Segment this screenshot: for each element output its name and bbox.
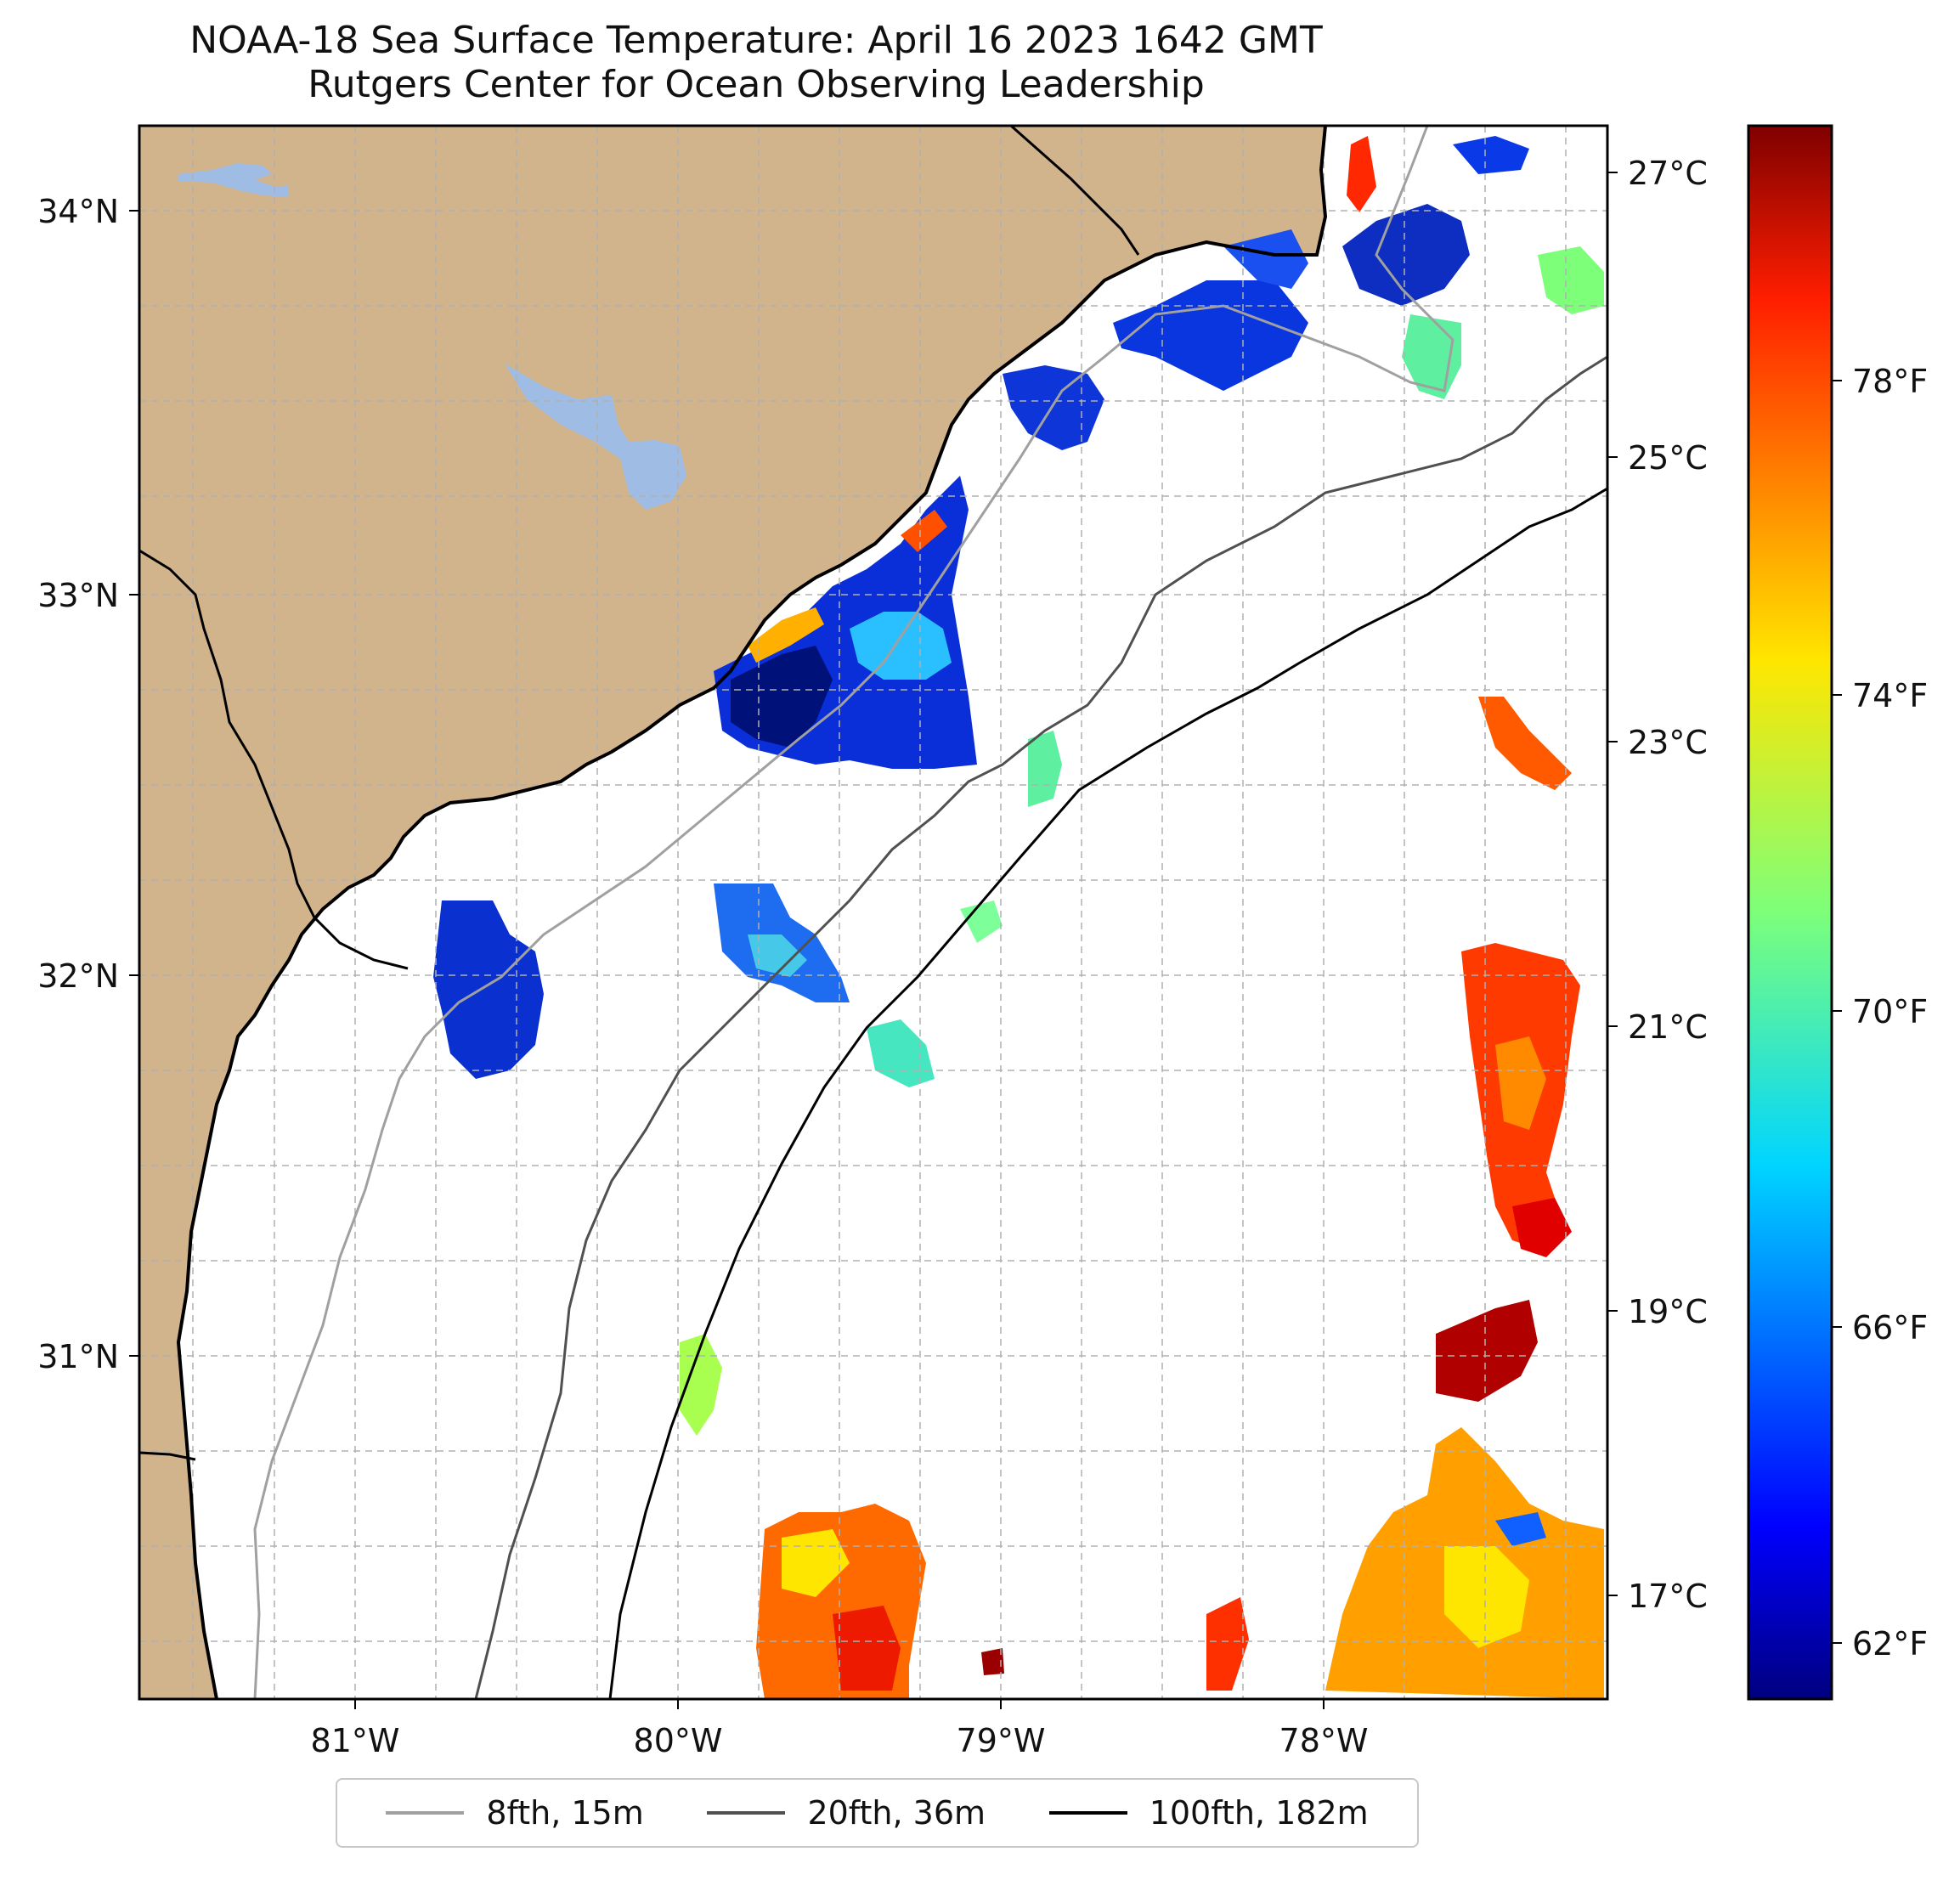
- map-title: NOAA-18 Sea Surface Temperature: April 1…: [189, 19, 1323, 62]
- map-area: [139, 126, 1607, 1699]
- sst-region-south-small-red: [1206, 1597, 1249, 1691]
- legend-swatch-8fth: [386, 1811, 465, 1815]
- colorbar: [1747, 124, 1833, 1701]
- lat-label-33n: 33°N: [37, 577, 119, 614]
- legend-swatch-100fth: [1048, 1811, 1127, 1815]
- sst-region-beaufort: [433, 900, 544, 1079]
- sst-warm-patches: [748, 136, 1604, 1699]
- lat-label-31n: 31°N: [37, 1338, 119, 1375]
- isobath-8fth: [253, 126, 1454, 1699]
- lon-label-79w: 79°W: [957, 1722, 1046, 1759]
- celsius-label-27: 27°C: [1628, 155, 1708, 192]
- celsius-label-25: 25°C: [1628, 439, 1708, 477]
- isobath-20fth: [474, 355, 1607, 1699]
- legend-item-100fth: 100fth, 182m: [1048, 1794, 1369, 1832]
- sst-region-shelf-green: [960, 900, 1003, 943]
- sst-region-cape-fear: [1223, 229, 1308, 289]
- celsius-label-21: 21°C: [1628, 1008, 1708, 1046]
- map-frame: [138, 124, 1609, 1701]
- sst-region-charleston-edge: [850, 612, 952, 680]
- fahrenheit-label-70: 70°F: [1852, 993, 1928, 1030]
- sst-region-southeast-blue-streak: [1495, 1512, 1546, 1546]
- sst-region-myrtle: [1003, 365, 1104, 450]
- lat-label-34n: 34°N: [37, 193, 119, 230]
- fahrenheit-label-78: 78°F: [1852, 363, 1928, 400]
- celsius-label-23: 23°C: [1628, 724, 1708, 761]
- legend-label-100fth: 100fth, 182m: [1149, 1794, 1369, 1832]
- sst-region-south-mid: [867, 1019, 935, 1087]
- sst-region-northeast: [1342, 204, 1470, 306]
- celsius-label-17: 17°C: [1628, 1578, 1708, 1615]
- sst-region-georgetown-north: [1113, 280, 1308, 391]
- state-boundary-sc-ga: [139, 549, 409, 970]
- state-boundary-ga-fl: [139, 1451, 196, 1461]
- legend-label-20fth: 20fth, 36m: [807, 1794, 986, 1832]
- sst-region-north-top: [1453, 136, 1529, 174]
- isobath-100fth: [608, 487, 1607, 1699]
- lake-marion: [505, 364, 686, 510]
- sst-region-charleston-inner: [731, 646, 833, 748]
- sst-region-east-red-upper: [1512, 1198, 1572, 1257]
- fahrenheit-label-74: 74°F: [1852, 677, 1928, 714]
- fahrenheit-label-66: 66°F: [1852, 1309, 1928, 1346]
- celsius-label-19: 19°C: [1628, 1293, 1708, 1330]
- sst-region-southeast-yellow: [1444, 1546, 1529, 1648]
- sst-region-south-warm-red: [833, 1606, 901, 1691]
- sst-region-shelf-break: [1028, 731, 1062, 807]
- sst-region-south-center: [680, 1334, 722, 1436]
- coastline: [176, 126, 1328, 1699]
- axis-ticks: [129, 172, 1618, 1709]
- sst-region-coastal-warm-georgetown: [901, 510, 947, 552]
- legend-swatch-20fth: [707, 1811, 786, 1815]
- sst-region-mid-shelf-core: [748, 934, 807, 977]
- lat-label-32n: 32°N: [37, 957, 119, 995]
- legend-item-8fth: 8fth, 15m: [386, 1794, 644, 1832]
- isobath-legend: 8fth, 15m 20fth, 36m 100fth, 182m: [336, 1778, 1419, 1848]
- sst-region-coastal-warm-charleston: [748, 607, 824, 663]
- lake-norman: [178, 163, 289, 197]
- state-boundary-nc-sc: [1010, 126, 1140, 256]
- fahrenheit-label-62: 62°F: [1852, 1625, 1928, 1663]
- sst-region-east-tip: [1478, 697, 1572, 790]
- lon-label-81w: 81°W: [311, 1722, 400, 1759]
- legend-item-20fth: 20fth, 36m: [707, 1794, 986, 1832]
- sst-region-east-dark-red: [1436, 1300, 1538, 1402]
- sst-region-east-warm-core: [1495, 1036, 1546, 1130]
- map-subtitle: Rutgers Center for Ocean Observing Leade…: [308, 63, 1205, 106]
- colorbar-ticks: [1832, 380, 1842, 1644]
- legend-label-8fth: 8fth, 15m: [486, 1794, 644, 1832]
- sst-region-south-dark-spot: [981, 1648, 1004, 1675]
- lon-label-80w: 80°W: [634, 1722, 723, 1759]
- sst-region-east-edge: [1538, 246, 1604, 314]
- graticule: [139, 126, 1607, 1699]
- lon-label-78w: 78°W: [1279, 1722, 1369, 1759]
- sst-region-coastal-warm-north: [1347, 136, 1376, 212]
